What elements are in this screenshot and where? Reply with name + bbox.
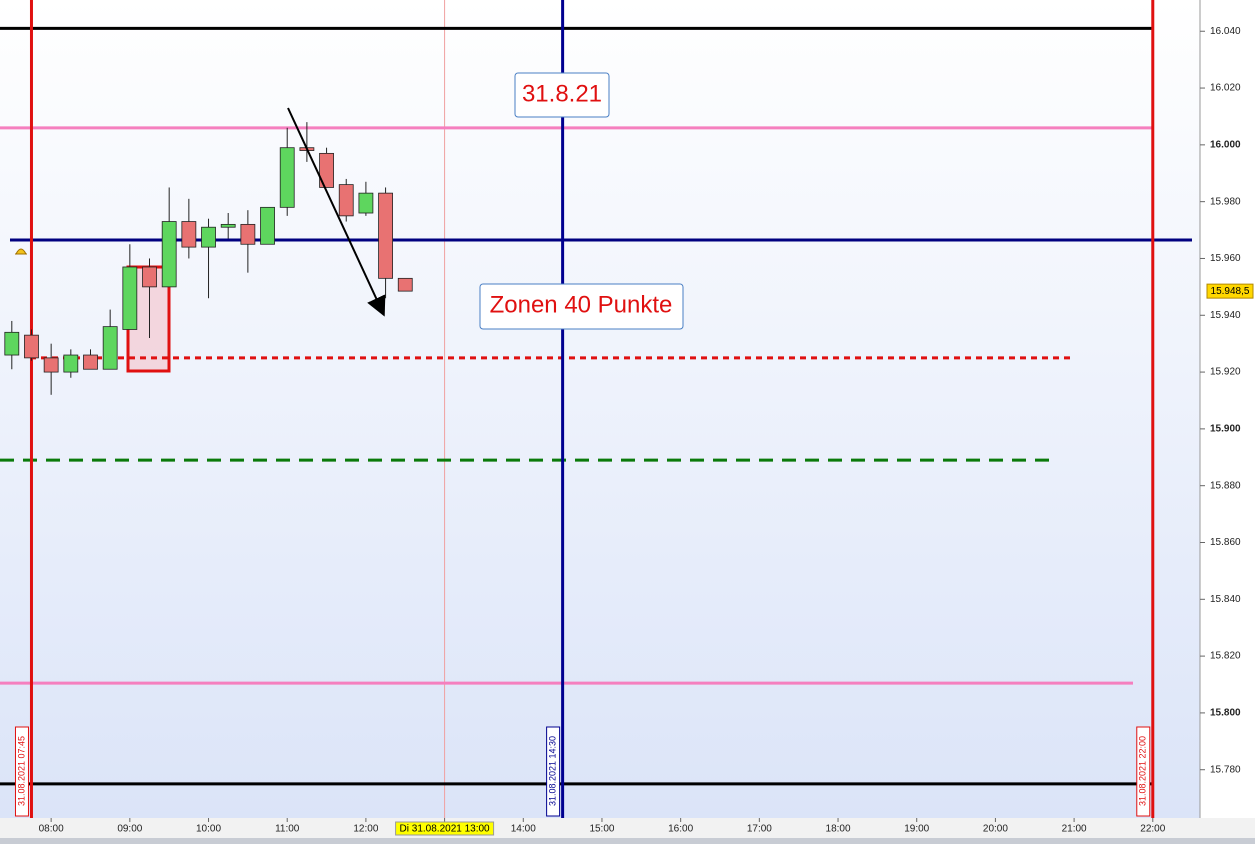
x-tick-label: 21:00 bbox=[1062, 824, 1087, 835]
annotation-frame bbox=[514, 72, 610, 118]
vertical-line-label: 31.08.2021 07:45 bbox=[16, 736, 26, 806]
x-tick-label: 16:00 bbox=[668, 824, 693, 835]
y-tick-label: 16.000 bbox=[1210, 139, 1241, 150]
candle-body bbox=[240, 223, 256, 245]
candle-body bbox=[201, 226, 216, 248]
x-tick-label: Di 31.08.2021 13:00 bbox=[400, 824, 491, 835]
y-tick-label: 15.920 bbox=[1210, 367, 1241, 378]
y-tick-label: 15.820 bbox=[1210, 651, 1241, 662]
x-tick-label: 19:00 bbox=[904, 824, 929, 835]
x-tick-highlight bbox=[395, 821, 495, 836]
x-tick-label: 11:00 bbox=[275, 824, 300, 835]
annotation-text: Zonen 40 Punkte bbox=[490, 291, 673, 318]
y-tick-label: 16.040 bbox=[1210, 26, 1241, 37]
y-axis-area bbox=[1200, 0, 1255, 818]
y-tick-label: 15.980 bbox=[1210, 196, 1241, 207]
candle-body bbox=[378, 192, 393, 279]
x-axis-area bbox=[0, 818, 1255, 838]
vertical-line-label-box bbox=[546, 726, 561, 817]
candle-body bbox=[220, 223, 236, 228]
status-bar bbox=[0, 838, 1255, 844]
candle-body bbox=[142, 266, 157, 288]
y-tick-label: 15.880 bbox=[1210, 480, 1241, 491]
vertical-line-label: 31.08.2021 22:00 bbox=[1138, 736, 1148, 806]
y-tick-label: 16.020 bbox=[1210, 83, 1241, 94]
vertical-line-label-box bbox=[14, 726, 29, 817]
candle-body bbox=[397, 277, 413, 292]
x-tick-label: 20:00 bbox=[983, 824, 1008, 835]
y-tick-label: 15.900 bbox=[1210, 424, 1241, 435]
x-tick-label: 10:00 bbox=[196, 824, 221, 835]
annotation-text: 31.8.21 bbox=[522, 80, 602, 107]
candle-body bbox=[43, 357, 59, 373]
candle-body bbox=[102, 326, 118, 370]
candle-body bbox=[83, 354, 98, 370]
y-tick-label: 15.840 bbox=[1210, 594, 1241, 605]
annotation-frame bbox=[479, 283, 684, 330]
y-tick-label: 15.780 bbox=[1210, 764, 1241, 775]
candle-body bbox=[338, 184, 354, 217]
trend-arrow bbox=[287, 107, 386, 317]
candle-body bbox=[358, 192, 374, 214]
last-price-box bbox=[1206, 283, 1254, 299]
candle-body bbox=[161, 221, 177, 288]
annotation-box: 31.8.21 bbox=[514, 72, 610, 118]
y-tick-label: 15.940 bbox=[1210, 310, 1241, 321]
y-tick-label: 15.800 bbox=[1210, 708, 1241, 719]
candle-body bbox=[260, 206, 275, 245]
candle-body bbox=[4, 331, 20, 356]
y-tick-label: 15.860 bbox=[1210, 537, 1241, 548]
x-tick-label: 08:00 bbox=[39, 824, 64, 835]
x-tick-label: 17:00 bbox=[747, 824, 772, 835]
vertical-line-label: 31.08.2021 14:30 bbox=[547, 736, 557, 806]
alarm-icon bbox=[15, 248, 27, 255]
x-tick-label: 09:00 bbox=[117, 824, 142, 835]
candle-body bbox=[279, 147, 295, 208]
y-tick-label: 15.960 bbox=[1210, 253, 1241, 264]
plot-area bbox=[0, 0, 1200, 818]
x-tick-label: 22:00 bbox=[1140, 824, 1165, 835]
last-price-label: 15.948,5 bbox=[1211, 286, 1250, 297]
x-tick-label: 12:00 bbox=[353, 824, 378, 835]
x-tick-label: 15:00 bbox=[589, 824, 614, 835]
x-tick-label: 14:00 bbox=[511, 824, 536, 835]
vertical-line-label-box bbox=[1136, 726, 1151, 817]
candle-body bbox=[181, 221, 197, 248]
candle-body bbox=[122, 266, 138, 330]
candle-body bbox=[319, 152, 334, 188]
candle-body bbox=[24, 334, 39, 359]
annotation-box: Zonen 40 Punkte bbox=[479, 283, 684, 330]
x-tick-label: 18:00 bbox=[826, 824, 851, 835]
candle-body bbox=[63, 354, 79, 373]
